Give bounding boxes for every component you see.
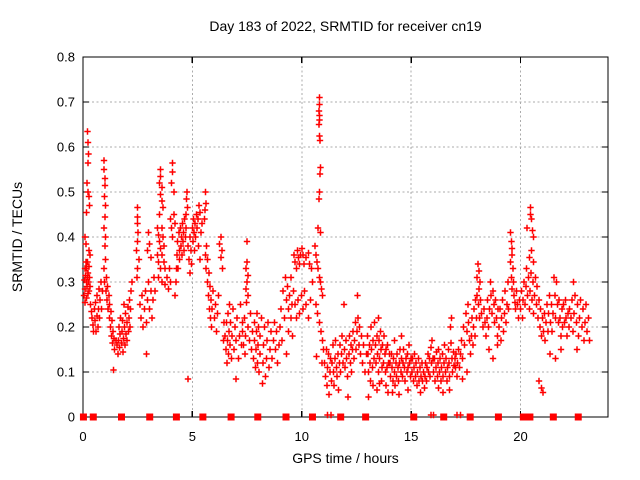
zero-value-marker <box>410 413 418 421</box>
zero-value-marker <box>519 413 527 421</box>
zero-value-marker <box>89 413 97 421</box>
zero-value-marker <box>549 413 557 421</box>
zero-value-marker <box>199 413 207 421</box>
zero-value-marker <box>118 413 125 421</box>
y-tick-label: 0.5 <box>57 185 75 200</box>
data-points <box>80 94 593 419</box>
x-tick-label: 0 <box>79 429 86 444</box>
zero-value-marker <box>362 413 370 421</box>
y-tick-label: 0.6 <box>57 140 75 155</box>
y-tick-label: 0.2 <box>57 320 75 335</box>
x-axis-label: GPS time / hours <box>292 450 399 466</box>
zero-value-marker <box>254 413 262 421</box>
zero-value-marker <box>494 413 502 421</box>
x-tick-label: 20 <box>513 429 527 444</box>
zero-value-marker <box>172 413 180 421</box>
zero-value-marker <box>282 413 290 421</box>
zero-value-marker <box>440 413 448 421</box>
y-tick-label: 0.4 <box>57 230 75 245</box>
zero-value-marker <box>308 413 316 421</box>
zero-value-marker <box>526 413 534 421</box>
x-tick-label: 10 <box>295 429 309 444</box>
y-tick-label: 0.3 <box>57 275 75 290</box>
y-tick-label: 0.1 <box>57 365 75 380</box>
zero-value-marker <box>574 413 582 421</box>
chart-title: Day 183 of 2022, SRMTID for receiver cn1… <box>209 18 482 34</box>
zero-value-marker <box>466 413 474 421</box>
y-tick-label: 0.8 <box>57 50 75 65</box>
y-tick-label: 0.7 <box>57 95 75 110</box>
y-axis-label: SRMTID / TECUs <box>9 181 25 293</box>
zero-value-marker <box>227 413 235 421</box>
y-tick-label: 0 <box>68 410 75 425</box>
zero-value-marker <box>146 413 154 421</box>
x-tick-label: 15 <box>404 429 418 444</box>
x-tick-label: 5 <box>189 429 196 444</box>
zero-value-marker <box>79 413 87 421</box>
zero-value-marker <box>337 413 345 421</box>
